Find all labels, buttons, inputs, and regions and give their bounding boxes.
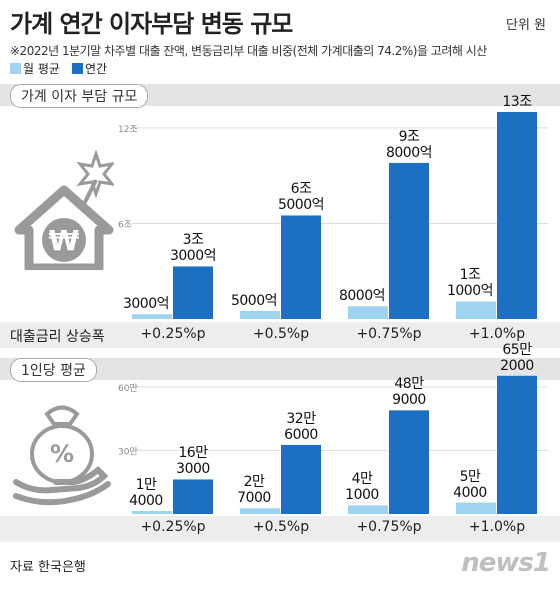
money-bag-hand-icon: %: [13, 405, 111, 506]
x-tick-label-0-3: +1.0%p: [468, 326, 526, 342]
category-axis-title: 대출금리 상승폭: [10, 329, 105, 345]
data-label-1-annual-0: 16만 3000: [176, 445, 210, 478]
data-label-0-monthly-2: 8000억: [338, 288, 386, 305]
bar-0-annual-3: [497, 111, 537, 320]
bar-1-monthly-3: [456, 502, 496, 514]
bar-1-monthly-0: [132, 511, 172, 514]
house-won-icon: ₩: [14, 150, 114, 270]
svg-text:₩: ₩: [49, 224, 80, 257]
data-label-1-annual-3: 65만 2000: [500, 341, 534, 374]
data-label-0-annual-1: 6조 5000억: [277, 181, 325, 214]
legend-label-monthly: 월 평균: [23, 62, 60, 76]
bar-1-annual-0: [173, 479, 213, 514]
x-tick-label-0-1: +0.5%p: [252, 326, 310, 342]
bar-0-annual-2: [389, 162, 429, 319]
data-label-0-monthly-0: 3000억: [122, 296, 170, 313]
y-tick-label-1-0: 30만: [118, 446, 138, 457]
data-label-0-monthly-1: 5000억: [230, 293, 278, 310]
legend-swatch-annual: [71, 63, 83, 74]
bar-0-monthly-0: [132, 314, 172, 319]
data-label-1-monthly-1: 2만 7000: [237, 474, 271, 507]
x-tick-label-1-2: +0.75%p: [356, 519, 422, 535]
news1-logo: news1: [461, 548, 551, 578]
x-tick-label-1-0: +0.25%p: [140, 519, 206, 535]
legend: 월 평균 연간: [10, 60, 115, 77]
page-title: 가계 연간 이자부담 변동 규모: [10, 10, 293, 38]
bar-1-annual-1: [281, 444, 321, 514]
footnote: ※2022년 1분기말 차주별 대출 잔액, 변동금리부 대출 비중(전체 가계…: [10, 44, 487, 58]
x-tick-label-1-1: +0.5%p: [252, 519, 310, 535]
x-tick-label-0-2: +0.75%p: [356, 326, 422, 342]
y-tick-label-1-1: 60만: [118, 383, 138, 394]
bar-0-annual-0: [173, 266, 213, 319]
legend-item-annual: 연간: [71, 60, 108, 77]
section-2-bar: [0, 358, 560, 380]
unit-label: 단위 원: [505, 18, 546, 33]
bar-0-annual-1: [281, 215, 321, 319]
section-2-label: 1인당 평균: [10, 358, 97, 382]
bar-1-annual-3: [497, 375, 537, 514]
bar-0-monthly-3: [456, 301, 496, 319]
section-1-label-text: 가계 이자 부담 규모: [10, 84, 149, 108]
legend-swatch-monthly: [10, 63, 21, 74]
legend-item-monthly: 월 평균: [10, 60, 60, 77]
data-label-0-annual-0: 3조 3000억: [169, 232, 217, 265]
svg-text:%: %: [50, 440, 74, 468]
data-label-0-annual-2: 9조 8000억: [385, 128, 433, 161]
y-tick-label-0-1: 12조: [118, 125, 138, 135]
data-label-1-monthly-2: 4만 1000: [345, 471, 379, 504]
data-label-1-monthly-3: 5만 4000: [453, 468, 487, 501]
source-label: 자료 한국은행: [10, 560, 86, 575]
bar-1-monthly-1: [240, 508, 280, 514]
data-label-0-annual-3: 13조: [502, 93, 532, 110]
y-tick-label-0-0: 6조: [118, 220, 132, 230]
bar-0-monthly-1: [240, 311, 280, 319]
section-2-label-text: 1인당 평균: [10, 358, 97, 382]
bar-1-monthly-2: [348, 505, 388, 514]
section-1-axis-band: [0, 322, 560, 348]
data-label-0-monthly-3: 1조 1000억: [446, 267, 494, 300]
bar-0-monthly-2: [348, 306, 388, 319]
section-2-axis-band: [0, 516, 560, 542]
data-label-1-annual-2: 48만 9000: [392, 376, 426, 409]
x-tick-label-1-3: +1.0%p: [468, 519, 526, 535]
section-1-label: 가계 이자 부담 규모: [10, 84, 149, 108]
data-label-1-monthly-0: 1만 4000: [129, 477, 163, 510]
legend-label-annual: 연간: [84, 62, 108, 76]
data-label-1-annual-1: 32만 6000: [284, 410, 318, 443]
x-tick-label-0-0: +0.25%p: [140, 326, 206, 342]
bar-1-annual-2: [389, 410, 429, 514]
